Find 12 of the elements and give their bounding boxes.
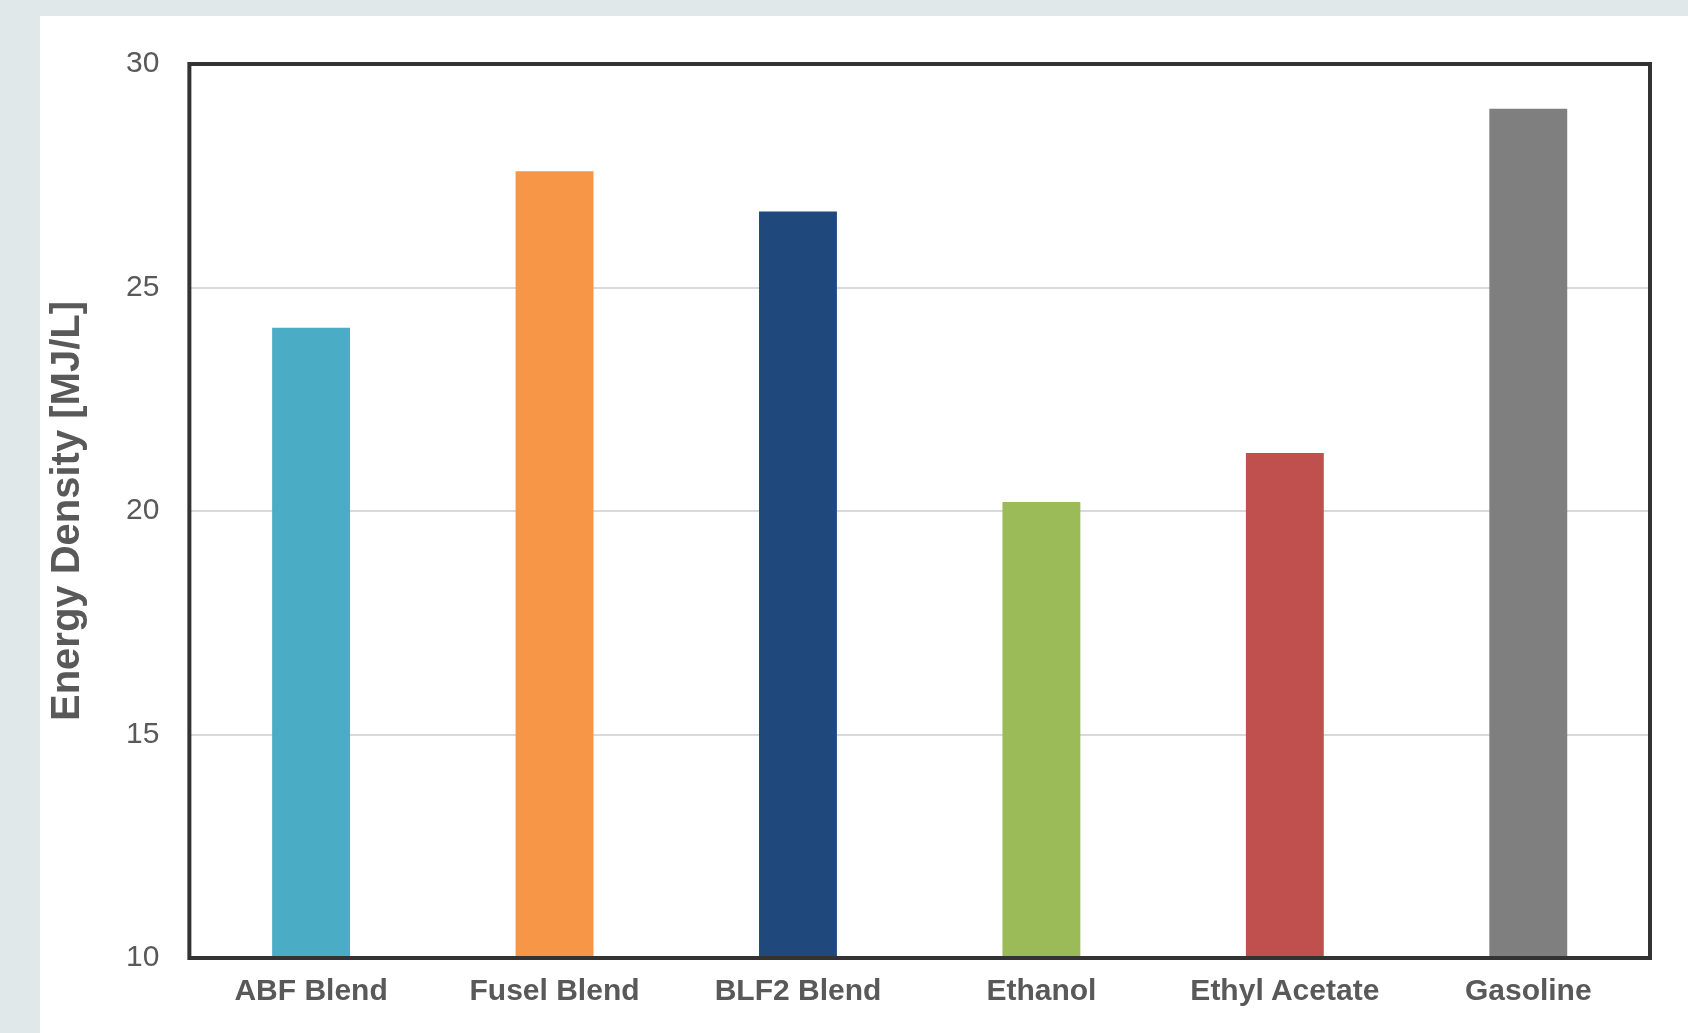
y-tick-label: 10 <box>125 939 160 973</box>
x-tick-label: ABF Blend <box>234 973 388 1007</box>
y-tick-label: 30 <box>125 45 160 79</box>
y-tick-label: 20 <box>125 492 160 526</box>
y-tick-label: 25 <box>125 268 160 302</box>
x-tick-label: Ethanol <box>986 973 1097 1007</box>
y-axis-title: Energy Density [MJ/L] <box>43 300 88 722</box>
x-tick-label: Fusel Blend <box>469 973 640 1007</box>
y-tick-label: 15 <box>125 715 160 749</box>
x-tick-label: Ethyl Acetate <box>1190 973 1380 1007</box>
x-tick-label: BLF2 Blend <box>714 973 882 1007</box>
x-tick-label: Gasoline <box>1464 973 1592 1007</box>
